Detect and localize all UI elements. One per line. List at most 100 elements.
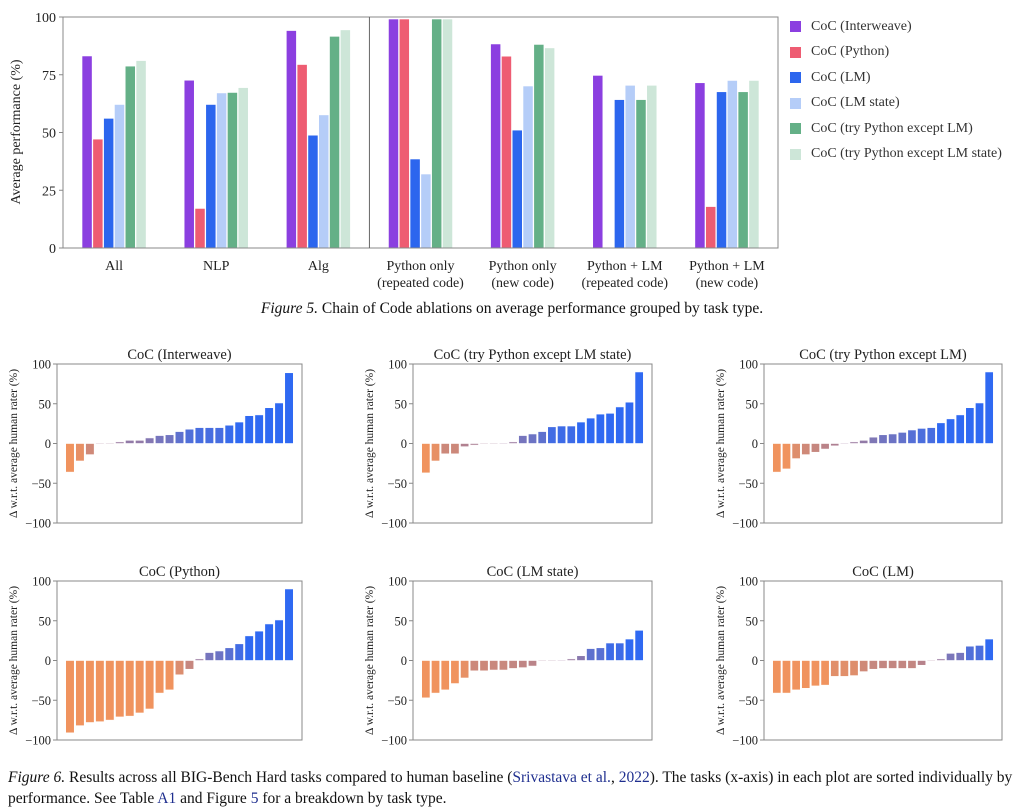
- task-bar: [518, 435, 528, 444]
- task-bar: [135, 660, 145, 714]
- y-axis-label: Δ w.r.t. average human rater (%): [364, 369, 376, 518]
- task-bar: [65, 660, 75, 734]
- bar-coc-interweave--all: [82, 56, 92, 248]
- legend-swatch: [790, 21, 801, 33]
- bar-coc-lm-state--alg: [319, 115, 329, 248]
- y-tick-label: 0: [752, 654, 758, 668]
- task-bar: [508, 660, 518, 669]
- bar-coc-lm-state--python-only-new-code: [523, 86, 533, 248]
- citation-link-year[interactable]: 2022: [618, 769, 650, 786]
- task-bar: [839, 442, 849, 444]
- bar-coc-lm-state--python-only-repeated-code: [421, 174, 431, 248]
- task-bar: [772, 443, 782, 473]
- y-tick-label: −50: [738, 694, 758, 708]
- task-bar: [145, 437, 155, 444]
- task-bar: [174, 431, 185, 444]
- task-bar: [155, 660, 165, 694]
- task-bar: [537, 660, 547, 662]
- caption-text: for a breakdown by task type.: [258, 790, 447, 807]
- table-a1-link[interactable]: A1: [157, 790, 177, 807]
- bar-coc-python--python-only-new-code: [501, 56, 512, 248]
- task-bar: [830, 443, 840, 447]
- bar-coc-python--all: [93, 139, 103, 248]
- task-bar: [868, 436, 878, 444]
- task-bar: [125, 660, 135, 717]
- legend-label: CoC (LM): [811, 69, 871, 85]
- task-bar: [849, 441, 859, 444]
- caption-text: and Figure: [176, 790, 251, 807]
- bar-coc-interweave--nlp: [184, 80, 194, 249]
- y-tick-label: 0: [49, 242, 56, 257]
- task-bar: [518, 660, 528, 668]
- task-bar: [254, 630, 264, 661]
- task-bar: [65, 443, 75, 473]
- task-bar: [164, 660, 175, 691]
- task-bar: [460, 443, 470, 447]
- task-bar: [624, 401, 634, 444]
- task-bar: [566, 425, 576, 444]
- task-bar: [595, 413, 605, 444]
- legend-item: CoC (LM state): [790, 91, 1002, 117]
- task-bar: [135, 440, 145, 444]
- task-bar: [926, 660, 936, 662]
- citation-link-author[interactable]: Srivastava et al.: [512, 769, 611, 786]
- task-bar: [460, 660, 470, 679]
- task-bar: [547, 426, 557, 444]
- task-bar: [528, 433, 537, 444]
- bar-coc-try-python-except-lm--python-lm-new-code: [738, 92, 748, 248]
- task-bar: [936, 422, 946, 444]
- x-tick-label: NLP: [203, 259, 230, 274]
- task-bar: [431, 660, 441, 694]
- task-bar: [624, 638, 634, 661]
- task-bar: [907, 660, 917, 669]
- task-bar: [440, 443, 450, 455]
- task-bar: [547, 660, 557, 662]
- task-bar: [155, 435, 165, 444]
- task-bar: [115, 660, 125, 718]
- task-bar: [274, 402, 284, 444]
- bar-coc-lm-state--python-lm-repeated-code: [625, 85, 635, 249]
- figure5-caption: Figure 5. Chain of Code ablations on ave…: [0, 298, 1024, 319]
- task-bar: [95, 443, 105, 445]
- legend-swatch: [790, 46, 801, 58]
- y-tick-label: 0: [752, 437, 758, 451]
- bar-coc-try-python-except-lm-state--all: [136, 60, 146, 248]
- task-bar: [284, 588, 294, 661]
- task-bar: [224, 647, 234, 661]
- task-bar: [801, 660, 811, 689]
- bar-coc-python--alg: [297, 64, 307, 248]
- y-axis-label: Average performance (%): [9, 59, 24, 204]
- y-tick-label: −100: [25, 734, 51, 748]
- y-tick-label: 100: [35, 11, 56, 26]
- task-bar: [595, 647, 605, 661]
- bar-coc-try-python-except-lm-state--alg: [340, 30, 351, 249]
- figure5-link[interactable]: 5: [250, 790, 259, 807]
- task-bar: [234, 421, 244, 444]
- y-axis-label: Δ w.r.t. average human rater (%): [364, 586, 376, 735]
- bar-coc-try-python-except-lm--all: [125, 66, 136, 249]
- task-bar: [75, 443, 85, 462]
- bar-coc-lm--alg: [308, 135, 318, 248]
- task-bar: [859, 660, 869, 672]
- x-tick-label: Python + LM: [587, 259, 663, 274]
- y-tick-label: 100: [32, 575, 51, 589]
- legend-swatch: [790, 97, 801, 109]
- task-bar: [576, 655, 586, 661]
- plot-frame: [62, 16, 779, 249]
- legend-label: CoC (try Python except LM): [811, 120, 973, 136]
- legend-item: CoC (LM): [790, 65, 1002, 91]
- legend-item: CoC (try Python except LM): [790, 116, 1002, 142]
- caption-text: ,: [610, 769, 619, 786]
- bar-coc-try-python-except-lm-state--python-only-new-code: [544, 48, 555, 249]
- y-tick-label: −100: [381, 734, 407, 748]
- task-bar: [955, 652, 965, 661]
- task-bar: [469, 660, 479, 672]
- y-tick-label: 100: [739, 575, 758, 589]
- task-bar: [421, 660, 431, 699]
- task-bar: [810, 443, 820, 453]
- task-bar: [85, 443, 95, 455]
- task-bar: [479, 660, 489, 672]
- y-axis-label: Δ w.r.t. average human rater (%): [8, 586, 20, 735]
- y-tick-label: 50: [746, 397, 759, 411]
- task-bar: [244, 415, 254, 444]
